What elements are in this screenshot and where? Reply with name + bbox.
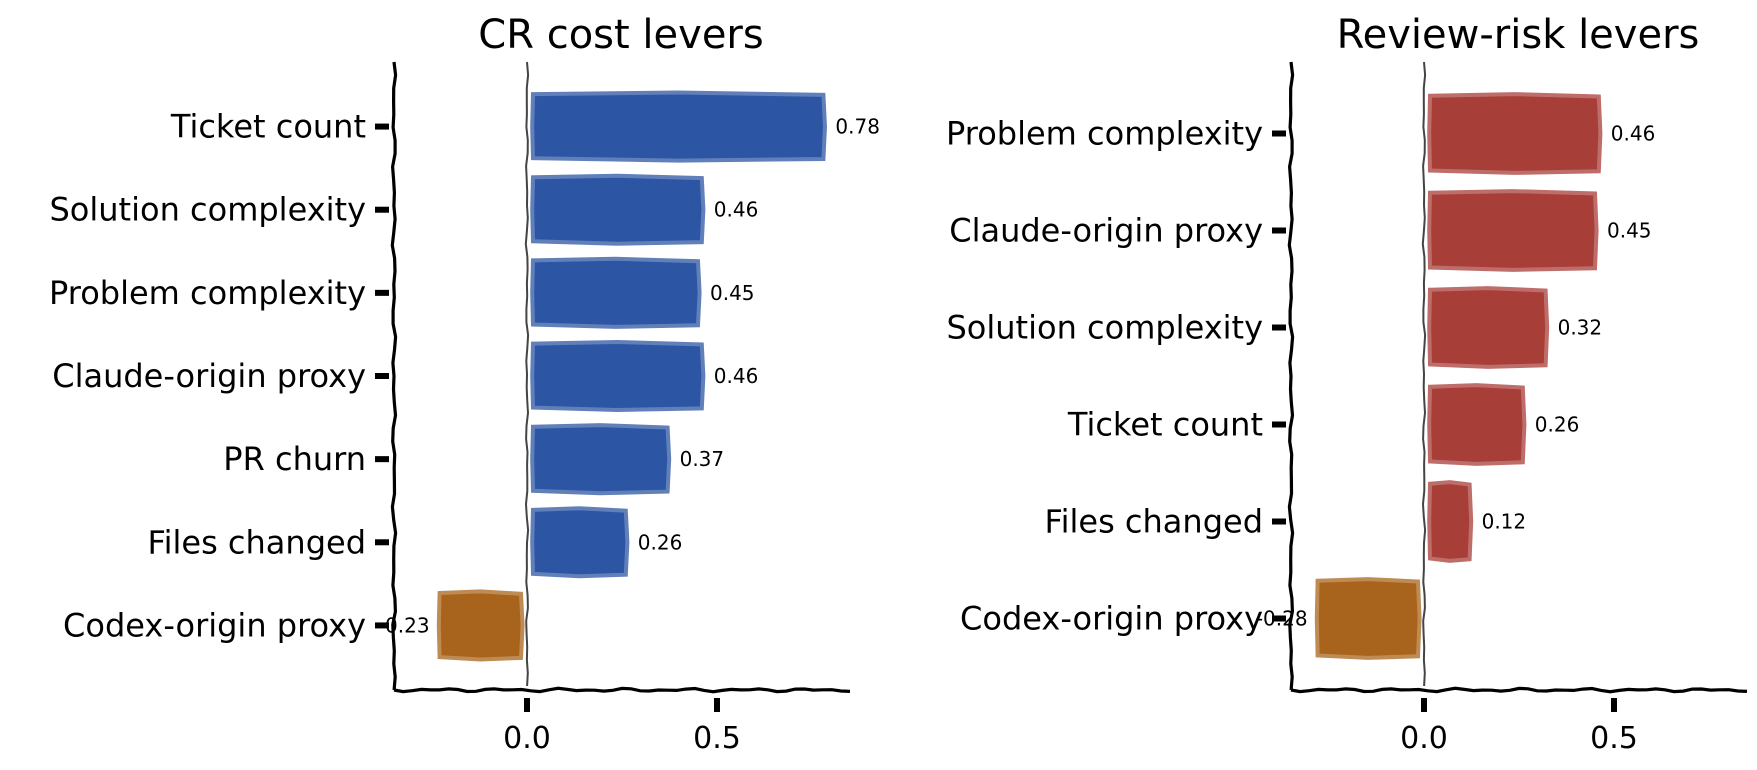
x-axis-spine <box>1290 686 1748 694</box>
y-tick-mark <box>375 622 389 629</box>
bar-review-risk-problem-complexity <box>1427 92 1603 175</box>
data-value-label: 0.46 <box>714 198 759 222</box>
bar-cr-cost-pr-churn <box>530 423 672 496</box>
zero-reference-line <box>1421 61 1427 687</box>
y-tick-mark <box>375 206 389 213</box>
bar-cr-cost-codex-origin-proxy <box>436 589 525 662</box>
x-axis-spine <box>393 686 851 694</box>
y-tick-mark <box>1272 615 1286 622</box>
data-value-label: 0.37 <box>680 447 725 471</box>
category-label: Solution complexity <box>49 191 366 229</box>
x-tick-label: 0.0 <box>1400 721 1448 756</box>
x-tick-mark <box>714 698 720 712</box>
panel-cr-cost: CR cost levers Ticket count 0.78 Solution … <box>49 12 880 756</box>
bar-review-risk-ticket-count <box>1427 383 1527 466</box>
y-tick-mark <box>1272 130 1286 137</box>
category-label: Files changed <box>1045 503 1263 541</box>
y-tick-mark <box>375 456 389 463</box>
category-label: Files changed <box>148 523 366 561</box>
y-axis-spine <box>390 61 398 691</box>
data-value-label: 0.32 <box>1558 316 1603 340</box>
data-value-label: 0.12 <box>1482 510 1527 534</box>
y-tick-mark <box>1272 227 1286 234</box>
category-label: Claude-origin proxy <box>949 212 1263 250</box>
x-tick-label: 0.5 <box>693 721 741 756</box>
x-tick-label: 0.0 <box>503 721 551 756</box>
y-tick-mark <box>375 123 389 130</box>
category-label: Codex-origin proxy <box>63 606 366 644</box>
category-label: Codex-origin proxy <box>960 600 1263 638</box>
x-tick-mark <box>524 698 530 712</box>
data-value-label: 0.26 <box>638 530 683 554</box>
y-tick-mark <box>1272 518 1286 525</box>
x-tick-label: 0.5 <box>1590 721 1638 756</box>
bar-review-risk-solution-complexity <box>1427 286 1550 369</box>
category-label: Solution complexity <box>946 309 1263 347</box>
y-tick-mark <box>1272 324 1286 331</box>
panel-title-cr-cost: CR cost levers <box>478 12 763 58</box>
panel-title-review-risk: Review-risk levers <box>1337 12 1700 58</box>
data-value-label: 0.45 <box>710 281 755 305</box>
y-tick-mark <box>1272 421 1286 428</box>
category-label: Ticket count <box>170 108 366 146</box>
bar-cr-cost-ticket-count <box>530 90 828 163</box>
data-value-label: -0.23 <box>378 613 430 637</box>
panel-review-risk: Review-risk levers Problem complexity 0.4… <box>946 12 1748 756</box>
zero-reference-line <box>524 61 530 687</box>
y-tick-mark <box>375 373 389 379</box>
bar-review-risk-files-changed <box>1427 480 1474 563</box>
bar-cr-cost-problem-complexity <box>530 256 702 329</box>
y-tick-mark <box>375 289 389 296</box>
bar-cr-cost-solution-complexity <box>530 173 706 246</box>
y-axis-spine <box>1287 61 1295 691</box>
x-tick-mark <box>1611 698 1617 712</box>
bar-cr-cost-files-changed <box>530 506 630 579</box>
category-label: PR churn <box>223 440 366 478</box>
category-label: Ticket count <box>1067 406 1263 444</box>
category-label: Problem complexity <box>49 274 366 312</box>
data-value-label: 0.46 <box>714 364 759 388</box>
data-value-label: 0.45 <box>1607 219 1652 243</box>
bar-review-risk-codex-origin-proxy <box>1314 577 1422 660</box>
category-label: Problem complexity <box>946 115 1263 153</box>
data-value-label: -0.28 <box>1256 607 1308 631</box>
x-tick-mark <box>1421 698 1427 712</box>
bar-review-risk-claude-origin-proxy <box>1427 189 1599 272</box>
data-value-label: 0.78 <box>835 115 880 139</box>
y-tick-mark <box>375 539 389 546</box>
category-label: Claude-origin proxy <box>52 357 366 395</box>
data-value-label: 0.46 <box>1611 122 1656 146</box>
data-value-label: 0.26 <box>1535 413 1580 437</box>
bar-cr-cost-claude-origin-proxy <box>530 339 706 413</box>
